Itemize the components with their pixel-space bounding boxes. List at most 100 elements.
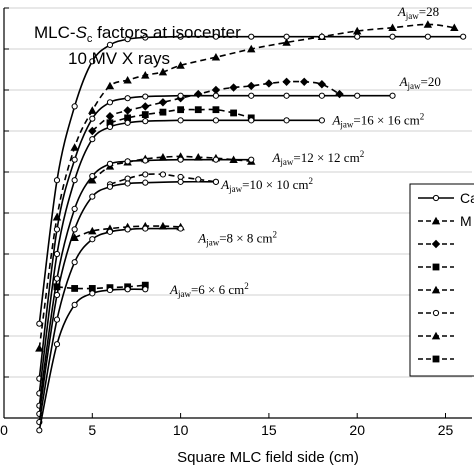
x-tick-label: 0	[0, 422, 8, 438]
calculated-point	[283, 33, 290, 40]
curve-label-text: =16 × 16 cm	[353, 112, 419, 127]
legend-item: Ca	[418, 190, 474, 206]
calculated-point	[89, 136, 96, 143]
measured-point	[282, 38, 291, 46]
measured-line	[91, 155, 252, 181]
legend-item	[418, 331, 454, 340]
legend-item	[418, 355, 454, 363]
calculated-point	[212, 92, 220, 99]
calculated-point	[53, 226, 61, 233]
calculated-point	[124, 119, 131, 126]
calculated-point	[142, 34, 149, 41]
calculated-point	[212, 178, 220, 185]
measured-point	[388, 23, 397, 32]
measured-point	[177, 173, 184, 181]
axes: 0 5 10 15 20 25	[0, 7, 472, 438]
calculated-point	[71, 205, 78, 212]
calculated-point	[124, 158, 131, 165]
legend-item: M	[418, 213, 472, 229]
measured-point	[229, 83, 238, 92]
calculated-point	[53, 341, 61, 348]
measured-point	[53, 283, 61, 291]
calculated-point	[71, 177, 78, 184]
calculated-point	[389, 92, 396, 99]
calculated-point	[106, 228, 114, 235]
calculated-point	[212, 33, 220, 40]
measured-point	[124, 175, 131, 182]
curve-label: Ajaw=28	[397, 4, 439, 21]
measured-point	[124, 114, 132, 122]
calculated-point	[71, 226, 78, 233]
x-axis-label: Square MLC field side (cm)	[177, 449, 359, 466]
calculated-point	[89, 290, 96, 297]
curve-label-text: =12 × 12 cm	[293, 150, 359, 165]
calculated-point	[177, 156, 184, 163]
legend-item	[418, 309, 454, 317]
curve-label: Ajaw=6 × 6 cm2	[169, 281, 249, 299]
legend-label: M	[460, 213, 472, 229]
calculated-point	[177, 178, 184, 185]
legend-item	[418, 239, 454, 249]
measured-point	[159, 171, 167, 178]
chart-title: MLC-Sc factors at isocenter	[34, 23, 241, 45]
calculated-point	[142, 93, 149, 100]
curve-label: Ajaw=20	[399, 74, 441, 91]
calculated-point	[106, 183, 114, 190]
measured-point	[212, 106, 220, 114]
measured-point	[195, 176, 202, 183]
calculated-point	[248, 33, 255, 40]
calculated-point	[354, 33, 361, 40]
curve-label-text: =10 × 10 cm	[242, 177, 308, 192]
calculated-point	[177, 92, 184, 99]
calculated-point	[283, 92, 290, 99]
measured-point	[176, 61, 185, 69]
calculated-point	[89, 115, 96, 122]
measured-point	[88, 176, 97, 184]
measured-point	[300, 77, 309, 86]
series-jaw-2	[36, 106, 325, 397]
measured-point	[88, 106, 97, 114]
curve-label-sup: 2	[244, 281, 249, 291]
calculated-point	[318, 92, 325, 99]
measured-point	[194, 89, 203, 99]
measured-point	[123, 75, 132, 84]
legend-item	[418, 263, 454, 271]
legend-box	[409, 183, 474, 377]
measured-point	[211, 53, 221, 61]
measured-point	[105, 112, 115, 121]
measured-point	[317, 80, 327, 89]
legend: Ca M	[418, 190, 474, 363]
calculated-point	[106, 286, 114, 294]
legend-marker	[431, 216, 441, 225]
measured-line	[56, 284, 146, 290]
measured-point	[177, 106, 185, 114]
legend-marker	[432, 263, 440, 271]
calculated-point	[177, 225, 184, 232]
x-tick-label: 10	[173, 422, 189, 438]
calculated-point	[36, 320, 43, 327]
curve-label-sub: jaw	[228, 184, 242, 194]
series-jaw-1	[36, 77, 396, 382]
data-series	[35, 20, 467, 434]
curve-label-symbol: A	[331, 112, 340, 127]
measured-point	[71, 285, 79, 292]
curve-label: Ajaw=8 × 8 cm2	[197, 230, 277, 248]
measured-point	[70, 233, 79, 241]
calculated-line	[38, 94, 393, 379]
series-jaw-3	[36, 152, 256, 409]
curve-label-sub: jaw	[405, 11, 419, 21]
measured-point	[158, 67, 168, 76]
calculated-point	[53, 275, 61, 282]
measured-point	[423, 20, 433, 28]
calculated-point	[53, 291, 61, 299]
measured-point	[194, 106, 202, 114]
legend-marker	[432, 309, 440, 317]
calculated-point	[106, 41, 114, 49]
calculated-point	[89, 173, 96, 180]
measured-point	[123, 106, 132, 115]
calculated-point	[283, 117, 290, 124]
legend-marker	[431, 331, 441, 340]
calculated-point	[106, 160, 114, 167]
calculated-point	[124, 95, 131, 102]
calculated-point	[53, 316, 61, 323]
